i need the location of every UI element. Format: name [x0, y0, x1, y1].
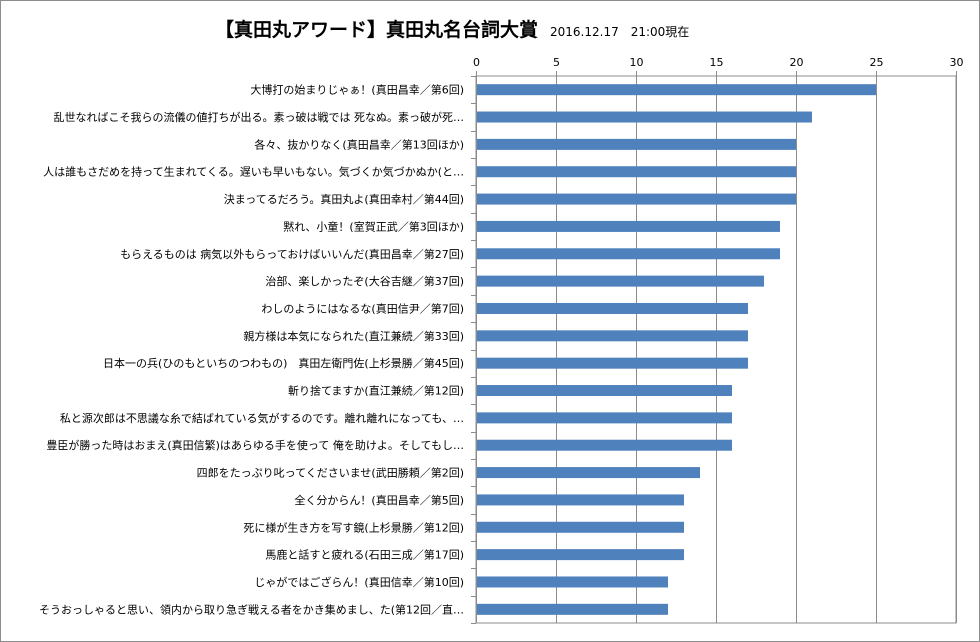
category-label: 私と源次郎は不思議な糸で結ばれている気がするのです。離れ離れになっても、…: [60, 411, 464, 425]
bar: [477, 138, 796, 150]
category-label: 日本一の兵(ひのもといちのつわもの) 真田左衛門佐(上杉景勝／第45回): [103, 356, 464, 370]
bar: [477, 193, 796, 205]
category-label: 治部、楽しかったぞ(大谷吉継／第37回): [265, 274, 464, 288]
bar: [477, 111, 812, 123]
category-label: 豊臣が勝った時はおまえ(真田信繁)はあらゆる手を使って 俺を助けよ。そしてもし…: [46, 438, 464, 452]
x-tick-label: 0: [473, 56, 480, 69]
category-label: そうおっしゃると思い、領内から取り急ぎ戦える者をかき集めまし、た(第12回／直…: [39, 602, 464, 616]
bar: [477, 467, 700, 479]
bar: [477, 84, 876, 96]
bar: [477, 412, 732, 424]
bar: [477, 385, 732, 397]
category-label: 斬り捨てますか(直江兼続／第12回): [288, 384, 464, 398]
category-label: じゃがではござらん！(真田信幸／第10回): [254, 575, 464, 589]
category-label: 馬鹿と話すと疲れる(石田三成／第17回): [265, 548, 464, 562]
bar: [477, 302, 748, 314]
category-label: わしのようにはなるな(真田信尹／第7回): [261, 301, 464, 315]
category-label: 黙れ、小童！(室賀正武／第3回ほか): [283, 219, 464, 233]
category-label: 死に様が生き方を写す鏡(上杉景勝／第12回): [243, 520, 464, 534]
bar: [477, 576, 668, 588]
category-label: 親方様は本気になられた(直江兼続／第33回): [243, 329, 464, 343]
bar: [477, 275, 764, 287]
bar: [477, 521, 684, 533]
category-label: 四郎をたっぷり叱ってくださいませ(武田勝頼／第2回): [197, 466, 464, 480]
category-label: 大博打の始まりじゃぁ！(真田昌幸／第6回): [250, 83, 464, 97]
category-label: 各々、抜かりなく(真田昌幸／第13回ほか): [254, 137, 464, 151]
x-tick-label: 30: [950, 56, 964, 69]
bar: [477, 330, 748, 342]
bar: [477, 549, 684, 561]
x-tick-label: 25: [870, 56, 884, 69]
title-row: 【真田丸アワード】真田丸名台詞大賞 2016.12.17 21:00現在: [215, 15, 689, 45]
category-label: 乱世なればこそ我らの流儀の値打ちが出る。素っ破は戦では 死なぬ。素っ破が死…: [54, 110, 465, 124]
x-tick-label: 10: [630, 56, 644, 69]
chart-subtitle: 2016.12.17 21:00現在: [550, 25, 690, 39]
bar: [477, 220, 780, 232]
x-tick-label: 15: [710, 56, 724, 69]
x-tick-label: 5: [553, 56, 560, 69]
bar: [477, 248, 780, 260]
bar: [477, 357, 748, 369]
bar: [477, 439, 732, 451]
category-label: もらえるものは 病気以外もらっておけばいいんだ(真田昌幸／第27回): [120, 247, 464, 261]
bar: [477, 494, 684, 506]
bar: [477, 603, 668, 615]
bar: [477, 166, 796, 178]
category-label: 全く分からん！(真田昌幸／第5回): [294, 493, 464, 507]
x-tick-label: 20: [790, 56, 804, 69]
category-label: 決まってるだろう。真田丸よ(真田幸村／第44回): [224, 192, 464, 206]
chart-title: 【真田丸アワード】真田丸名台詞大賞: [215, 19, 539, 41]
category-label: 人は誰もさだめを持って生まれてくる。遅いも早いもない。気づくか気づかぬか(と…: [43, 165, 464, 179]
